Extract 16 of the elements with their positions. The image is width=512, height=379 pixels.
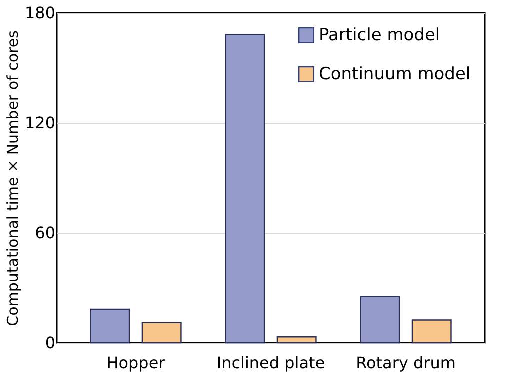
bar: [276, 336, 317, 344]
legend-label: Continuum model: [319, 64, 471, 84]
y-tick-label: 0: [45, 334, 56, 352]
y-axis-title: Computational time × Number of cores: [4, 30, 22, 326]
x-tick-label: Hopper: [106, 354, 166, 372]
bar: [142, 322, 182, 344]
x-tick-label: Inclined plate: [216, 354, 326, 372]
y-tick-label: 60: [35, 224, 56, 242]
x-tick-label: Rotary drum: [356, 354, 456, 372]
bar: [90, 308, 130, 344]
legend-label: Particle model: [319, 26, 440, 46]
bar: [225, 34, 266, 344]
bar: [360, 296, 400, 344]
bar: [412, 320, 452, 344]
y-tick-label: 120: [24, 114, 56, 132]
y-tick-label: 180: [24, 4, 56, 22]
